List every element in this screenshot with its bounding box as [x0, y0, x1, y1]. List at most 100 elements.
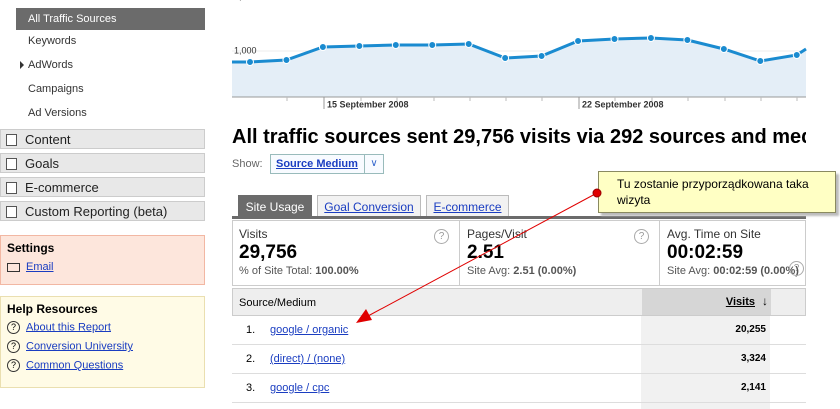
arrow-line	[367, 192, 598, 317]
area	[232, 37, 806, 97]
x-tick-label: 15 September 2008	[327, 99, 409, 109]
metric-title: Visits	[239, 227, 268, 241]
section-tab[interactable]: Content	[0, 129, 205, 149]
row-number: 2.	[246, 353, 256, 365]
show-dropdown[interactable]: Source Medium ∨	[270, 154, 384, 174]
section-label[interactable]: E-commerce	[25, 180, 99, 195]
dropdown-arrow[interactable]: ∨	[364, 155, 383, 173]
data-point	[719, 45, 728, 54]
nav-item[interactable]: All Traffic Sources	[16, 8, 205, 30]
row-link[interactable]: (direct) / (none)	[270, 353, 346, 365]
help-box: Help Resources ? About this Report ? Conve…	[0, 296, 205, 388]
table-row: 2. (direct) / (none) 3,324	[232, 345, 806, 374]
row-link[interactable]: google / organic	[270, 324, 349, 336]
show-label: Show:	[232, 158, 263, 170]
nav-item[interactable]: Campaigns	[28, 83, 84, 95]
arrow-dot	[592, 188, 602, 198]
help-link[interactable]: About this Report	[26, 321, 111, 334]
data-point	[646, 33, 655, 42]
metric: Visits 29,756 % of Site Total: 100.00% ?	[232, 221, 460, 285]
tab[interactable]: Site Usage	[238, 195, 312, 217]
metric-sub-value: 2.51 (0.00%)	[513, 265, 577, 277]
section-label[interactable]: Goals	[25, 156, 59, 171]
sorted-column[interactable]: Visits ↓	[642, 289, 771, 315]
table-header: Source/Medium Visits ↓	[232, 288, 806, 316]
icon: ?	[7, 321, 20, 334]
help-link[interactable]: Conversion University	[26, 340, 133, 353]
icon	[6, 158, 17, 170]
data-point	[574, 37, 583, 46]
help-icon[interactable]: ?	[434, 229, 449, 244]
icon	[6, 206, 17, 218]
metric-sub-value: 00:02:59 (0.00%)	[713, 265, 799, 277]
row-visits: 3,324	[641, 345, 770, 373]
dropdown-value[interactable]: Source Medium	[276, 158, 358, 170]
trend-chart: 1,000 2,000 15 September 2008 22 September …	[232, 0, 807, 109]
metric-title: Avg. Time on Site	[667, 227, 761, 241]
metric-value: 00:02:59	[667, 242, 744, 263]
table-row: 1. google / organic 20,255	[232, 316, 806, 345]
metric: Pages/Visit 2.51 Site Avg: 2.51 (0.00%) …	[460, 221, 660, 285]
data-point	[428, 41, 437, 50]
column-header: Source/Medium	[239, 297, 317, 309]
icon: ?	[7, 359, 20, 372]
data-point	[464, 39, 473, 48]
tab-rule	[232, 216, 806, 219]
metric-sub-label: Site Avg:	[667, 265, 711, 277]
data-point	[391, 41, 400, 50]
y-tick-label: 1,000	[234, 45, 257, 55]
help-title: Help Resources	[7, 302, 98, 316]
arrow-head	[356, 309, 372, 323]
metric-sub-value: 100.00%	[315, 265, 359, 277]
icon	[6, 182, 17, 194]
help-link[interactable]: Common Questions	[26, 359, 124, 372]
table-row: 3. google / cpc 2,141	[232, 374, 806, 403]
data-point	[246, 58, 254, 67]
nav-item[interactable]: Ad Versions	[28, 107, 87, 119]
row-link[interactable]: google / cpc	[270, 382, 330, 394]
data-point	[501, 54, 510, 63]
section-tab[interactable]: Goals	[0, 153, 205, 173]
row-number: 1.	[246, 324, 256, 336]
data-point	[355, 41, 364, 50]
x-tick-label: 22 September 2008	[582, 99, 664, 109]
section-tab[interactable]: Custom Reporting (beta)	[0, 201, 205, 221]
metric-sub-label: % of Site Total:	[239, 265, 313, 277]
metrics-frame	[232, 220, 806, 286]
nav-item[interactable]: AdWords	[28, 59, 74, 71]
data-point	[792, 50, 801, 59]
metric-sub-label: Site Avg:	[467, 265, 511, 277]
data-point	[683, 35, 692, 44]
line	[232, 36, 807, 64]
data-point	[756, 56, 765, 65]
help-icon[interactable]: ?	[789, 261, 804, 276]
tab[interactable]: Goal Conversion	[317, 195, 421, 217]
settings-title: Settings	[7, 241, 55, 255]
data-point	[537, 52, 546, 61]
section-label[interactable]: Content	[25, 132, 71, 147]
column-header[interactable]: Visits	[725, 296, 755, 308]
section-label[interactable]: Custom Reporting (beta)	[25, 204, 168, 219]
y-tick-label: 2,000	[234, 0, 257, 1]
metric: Avg. Time on Site 00:02:59 Site Avg: 00:…	[660, 221, 806, 285]
help-icon[interactable]: ?	[634, 229, 649, 244]
settings-link[interactable]: Email	[26, 261, 54, 273]
icon: ?	[7, 340, 20, 353]
icon	[7, 262, 20, 272]
tab[interactable]: E-commerce	[426, 195, 509, 217]
data-point	[318, 43, 327, 52]
data-point	[282, 56, 291, 65]
metric-value: 29,756	[239, 242, 298, 263]
settings-box: Settings Email	[0, 235, 205, 285]
metric-title: Pages/Visit	[467, 227, 527, 241]
sort-arrow: ↓	[762, 294, 768, 308]
section-tab[interactable]: E-commerce	[0, 177, 205, 197]
row-number: 3.	[246, 382, 256, 394]
table-continue	[232, 403, 806, 409]
nav-item[interactable]: Keywords	[28, 35, 77, 47]
row-visits: 20,255	[641, 316, 770, 344]
headline: All traffic sources sent 29,756 visits v…	[232, 126, 806, 148]
data-point	[610, 35, 619, 44]
